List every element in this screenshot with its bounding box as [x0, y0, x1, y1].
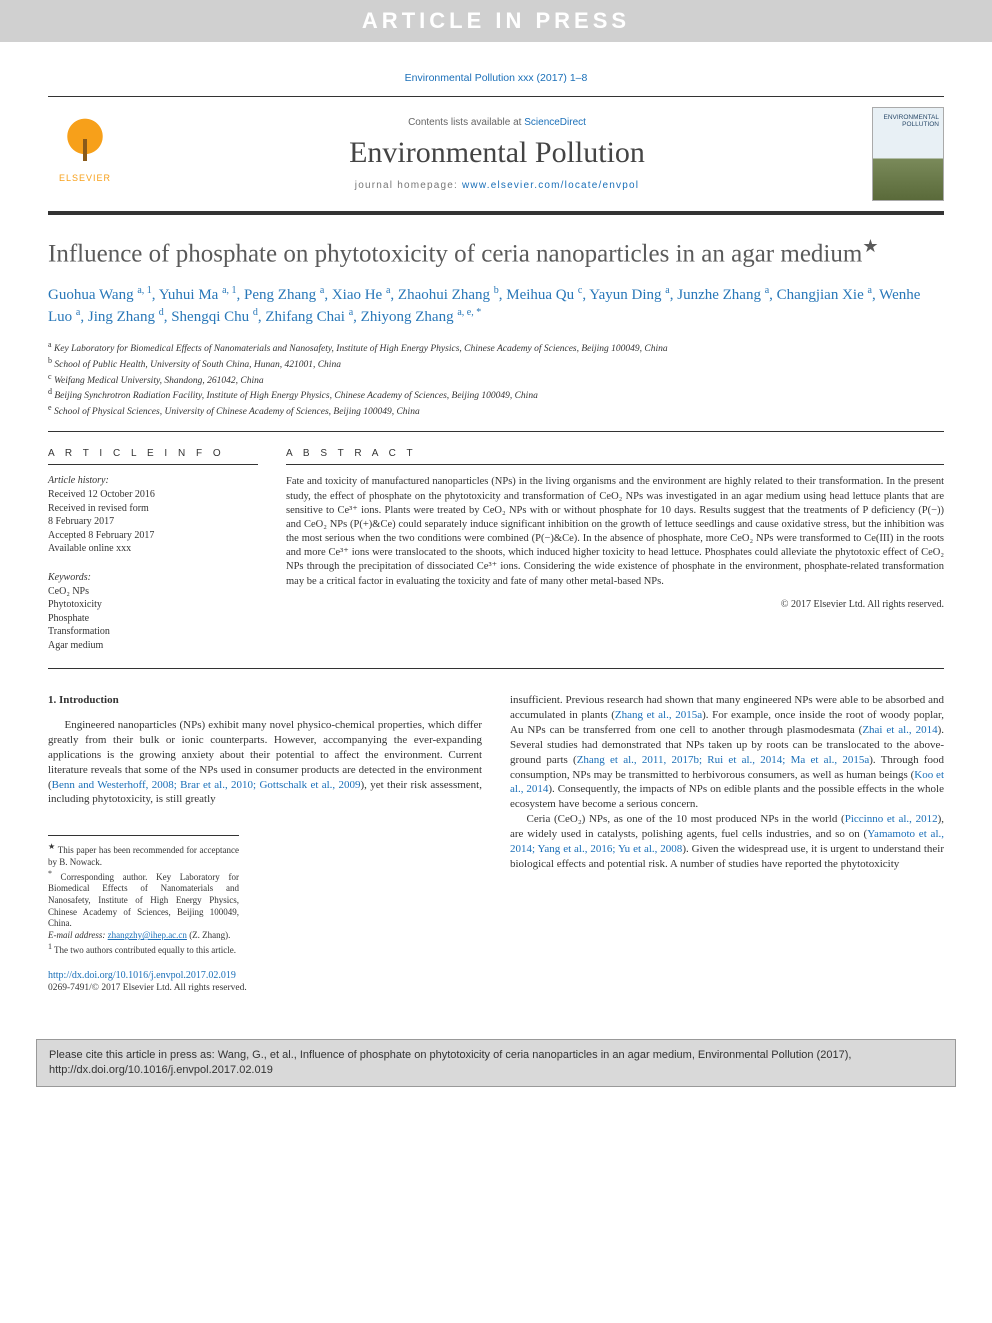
keyword: CeO₂ NPs — [48, 585, 258, 599]
article-info-column: A R T I C L E I N F O Article history: R… — [48, 448, 258, 652]
keywords-label: Keywords: — [48, 572, 258, 583]
title-footnote-star: ★ — [862, 236, 878, 256]
intro-paragraph-right-2: Ceria (CeO₂) NPs, as one of the 10 most … — [510, 812, 944, 871]
affiliation-line: e School of Physical Sciences, Universit… — [48, 403, 944, 419]
r1e: ). Consequently, the impacts of NPs on e… — [510, 783, 944, 810]
intro-paragraph-left: Engineered nanoparticles (NPs) exhibit m… — [48, 718, 482, 807]
ref-zhang-rui-ma[interactable]: Zhang et al., 2011, 2017b; Rui et al., 2… — [577, 754, 870, 766]
journal-name: Environmental Pollution — [122, 136, 872, 170]
article-title: Influence of phosphate on phytotoxicity … — [48, 235, 944, 270]
ref-zhang-2015a[interactable]: Zhang et al., 2015a — [615, 709, 702, 721]
history-line: Received 12 October 2016 — [48, 488, 258, 502]
citation-box: Please cite this article in press as: Wa… — [36, 1039, 956, 1087]
keyword: Agar medium — [48, 639, 258, 653]
footnote-email: E-mail address: zhangzhy@ihep.ac.cn (Z. … — [48, 930, 239, 942]
footnote-contribution: 1 The two authors contributed equally to… — [48, 942, 239, 957]
affiliations: a Key Laboratory for Biomedical Effects … — [48, 340, 944, 433]
issn-copyright: 0269-7491/© 2017 Elsevier Ltd. All right… — [48, 982, 482, 995]
journal-reference: Environmental Pollution xxx (2017) 1–8 — [48, 72, 944, 84]
email-label: E-mail address: — [48, 930, 105, 940]
history-line: 8 February 2017 — [48, 515, 258, 529]
author-list: Guohua Wang a, 1, Yuhui Ma a, 1, Peng Zh… — [48, 284, 944, 328]
abstract-heading: A B S T R A C T — [286, 448, 944, 465]
section-1-heading: 1. Introduction — [48, 693, 482, 708]
page-content: Environmental Pollution xxx (2017) 1–8 E… — [0, 42, 992, 1025]
affiliation-line: b School of Public Health, University of… — [48, 356, 944, 372]
keyword: Phytotoxicity — [48, 598, 258, 612]
elsevier-label: ELSEVIER — [59, 173, 111, 183]
footnotes: ★ This paper has been recommended for ac… — [48, 835, 239, 956]
footnote-star: ★ This paper has been recommended for ac… — [48, 842, 239, 868]
abstract-copyright: © 2017 Elsevier Ltd. All rights reserved… — [286, 599, 944, 610]
cover-title: ENVIRONMENTAL POLLUTION — [873, 114, 939, 128]
footnote-corresponding: * Corresponding author. Key Laboratory f… — [48, 869, 239, 930]
homepage-prefix: journal homepage: — [355, 180, 462, 191]
doi-link[interactable]: http://dx.doi.org/10.1016/j.envpol.2017.… — [48, 970, 236, 981]
journal-header: ELSEVIER Contents lists available at Sci… — [48, 96, 944, 215]
affiliation-line: a Key Laboratory for Biomedical Effects … — [48, 340, 944, 356]
homepage-link[interactable]: www.elsevier.com/locate/envpol — [462, 180, 639, 191]
email-name: (Z. Zhang). — [189, 930, 230, 940]
article-info-heading: A R T I C L E I N F O — [48, 448, 258, 465]
contents-prefix: Contents lists available at — [408, 117, 524, 128]
affiliation-line: c Weifang Medical University, Shandong, … — [48, 372, 944, 388]
body-two-column: 1. Introduction Engineered nanoparticles… — [48, 693, 944, 994]
body-left-column: 1. Introduction Engineered nanoparticles… — [48, 693, 482, 994]
contents-available-line: Contents lists available at ScienceDirec… — [122, 117, 872, 128]
history-label: Article history: — [48, 475, 258, 486]
affiliation-line: d Beijing Synchrotron Radiation Facility… — [48, 387, 944, 403]
elsevier-logo: ELSEVIER — [48, 114, 122, 194]
intro-paragraph-right-1: insufficient. Previous research had show… — [510, 693, 944, 812]
ref-zhai-2014[interactable]: Zhai et al., 2014 — [862, 724, 937, 736]
title-text: Influence of phosphate on phytotoxicity … — [48, 240, 862, 267]
abstract-column: A B S T R A C T Fate and toxicity of man… — [286, 448, 944, 652]
journal-cover-thumbnail: ENVIRONMENTAL POLLUTION — [872, 107, 944, 201]
keyword: Phosphate — [48, 612, 258, 626]
ref-benn-brar-gottschalk[interactable]: Benn and Westerhoff, 2008; Brar et al., … — [52, 779, 361, 791]
sciencedirect-link[interactable]: ScienceDirect — [524, 117, 586, 128]
r2a: Ceria (CeO₂) NPs, as one of the 10 most … — [527, 813, 845, 825]
article-in-press-banner: ARTICLE IN PRESS — [0, 0, 992, 42]
history-line: Received in revised form — [48, 502, 258, 516]
abstract-text: Fate and toxicity of manufactured nanopa… — [286, 475, 944, 588]
history-line: Accepted 8 February 2017 — [48, 529, 258, 543]
body-right-column: insufficient. Previous research had show… — [510, 693, 944, 994]
keyword: Transformation — [48, 625, 258, 639]
elsevier-tree-icon — [57, 114, 113, 170]
history-line: Available online xxx — [48, 542, 258, 556]
corresponding-email-link[interactable]: zhangzhy@ihep.ac.cn — [108, 930, 187, 940]
journal-homepage-line: journal homepage: www.elsevier.com/locat… — [122, 180, 872, 191]
doi-block: http://dx.doi.org/10.1016/j.envpol.2017.… — [48, 969, 482, 995]
ref-piccinno-2012[interactable]: Piccinno et al., 2012 — [845, 813, 938, 825]
